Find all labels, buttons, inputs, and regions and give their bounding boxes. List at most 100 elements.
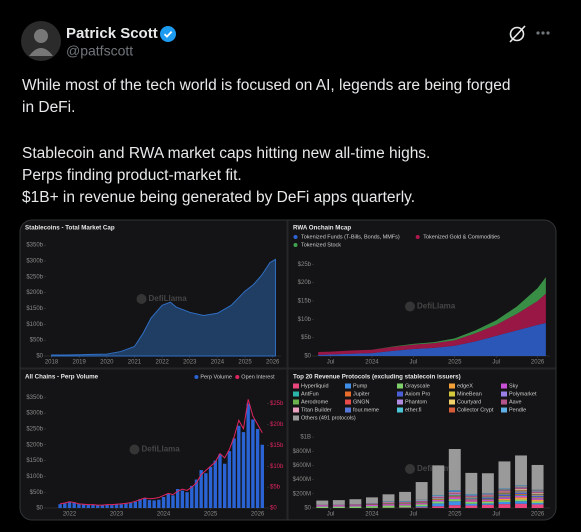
bar	[498, 498, 511, 501]
chart-title: Stablecoins - Total Market Cap	[25, 225, 115, 232]
bar	[481, 501, 494, 504]
x-tick-label: 2025	[238, 360, 252, 366]
legend-label: four.meme	[353, 407, 379, 413]
bar	[96, 505, 100, 508]
bar	[465, 498, 478, 500]
bar	[531, 495, 544, 497]
y2-tick-label: $10b	[270, 464, 284, 470]
bar	[515, 487, 527, 489]
bar	[415, 501, 428, 502]
grok-icon[interactable]	[509, 25, 526, 43]
bar	[105, 504, 109, 508]
bar	[415, 503, 428, 505]
bar	[415, 504, 428, 507]
bar	[465, 501, 478, 504]
bar	[465, 472, 478, 495]
media-border	[19, 219, 557, 521]
bar	[382, 504, 395, 506]
y-tick-label: $200b	[26, 290, 43, 296]
bar	[465, 500, 478, 502]
y2-tick-label: $25b	[270, 401, 284, 407]
legend-swatch	[345, 391, 351, 397]
legend-label: Tokenized Funds (T-Bills, Bonds, MMFs)	[301, 234, 400, 240]
bar	[166, 493, 170, 508]
x-tick-label: Jul	[327, 512, 335, 518]
x-tick-label: 2026	[251, 512, 265, 518]
bar	[498, 501, 511, 505]
legend-label: Tokenized Stock	[301, 242, 341, 248]
x-tick-label: Jul	[492, 360, 500, 366]
y-tick-label: $1B	[300, 435, 311, 441]
y-tick-label: $400M	[293, 477, 311, 483]
y-tick-label: $0	[304, 354, 311, 360]
bar	[260, 444, 264, 508]
bar	[432, 503, 445, 507]
legend-swatch	[501, 407, 507, 413]
bar	[171, 495, 175, 508]
verified-badge	[160, 26, 176, 42]
y-tick-label: $0	[36, 354, 43, 360]
bar	[515, 485, 527, 487]
author-handle[interactable]: @patfscott	[66, 43, 133, 59]
legend-swatch	[397, 407, 403, 413]
y-tick-label: $0	[304, 506, 311, 512]
y-tick-label: $250b	[26, 274, 43, 280]
bar	[481, 496, 494, 498]
bar	[448, 497, 461, 499]
author-name[interactable]: Patrick Scott	[66, 25, 158, 42]
bar	[515, 499, 527, 502]
bar	[124, 503, 128, 508]
bar	[515, 501, 527, 504]
x-tick-label: 2024	[365, 512, 379, 518]
bar	[382, 502, 395, 504]
bar	[349, 499, 362, 505]
bar	[465, 499, 478, 501]
y-tick-label: $200b	[26, 442, 43, 448]
legend-swatch	[449, 391, 455, 397]
bar	[531, 491, 544, 493]
bar	[91, 504, 95, 508]
tweet-line: $1B+ in revenue being generated by DeFi …	[22, 189, 415, 206]
bar	[86, 504, 91, 508]
legend-swatch	[235, 375, 240, 379]
bar	[415, 507, 428, 508]
bar	[432, 499, 445, 502]
bar	[515, 486, 527, 488]
y2-tick-label: $0	[270, 506, 277, 512]
y-tick-label: $800M	[293, 449, 311, 455]
chart-panel: RWA Onchain Mcap Tokenized Funds (T-Bills…	[287, 220, 556, 369]
media[interactable]: Stablecoins - Total Market Cap DefiLlama $…	[20, 220, 556, 520]
bar	[498, 500, 511, 502]
area	[51, 258, 276, 357]
legend-label: Pendle	[509, 407, 526, 413]
y-tick-label: $100b	[26, 474, 43, 480]
bar	[465, 503, 478, 506]
bar	[515, 492, 527, 494]
bar	[190, 485, 194, 508]
legend-label: Open Interest	[241, 374, 275, 380]
legend-label: Pump	[353, 383, 367, 389]
bar	[161, 496, 166, 508]
bar	[531, 503, 544, 505]
more-menu[interactable]	[536, 31, 550, 35]
y-tick-label: $200M	[293, 491, 311, 497]
bar	[531, 492, 544, 494]
avatar-head	[34, 29, 48, 43]
x-tick-label: 2024	[365, 360, 379, 366]
y2-tick-label: $5b	[270, 485, 281, 491]
chart-panel: Top 20 Revenue Protocols (excluding stab…	[287, 368, 556, 520]
legend-label: Polymarket	[509, 391, 537, 397]
legend-label: Tokenized Gold & Commodities	[423, 234, 500, 240]
legend-label: MineBean	[457, 391, 482, 397]
y2-tick-label: $20b	[270, 422, 284, 428]
x-tick-label: Jul	[410, 360, 418, 366]
bar	[222, 463, 227, 508]
bar	[128, 502, 133, 508]
bar	[366, 497, 378, 504]
legend-swatch	[397, 383, 403, 389]
x-tick-label: 2025	[204, 512, 218, 518]
x-tick-label: 2024	[211, 360, 225, 366]
tweet-line: While most of the tech world is focused …	[22, 77, 511, 94]
